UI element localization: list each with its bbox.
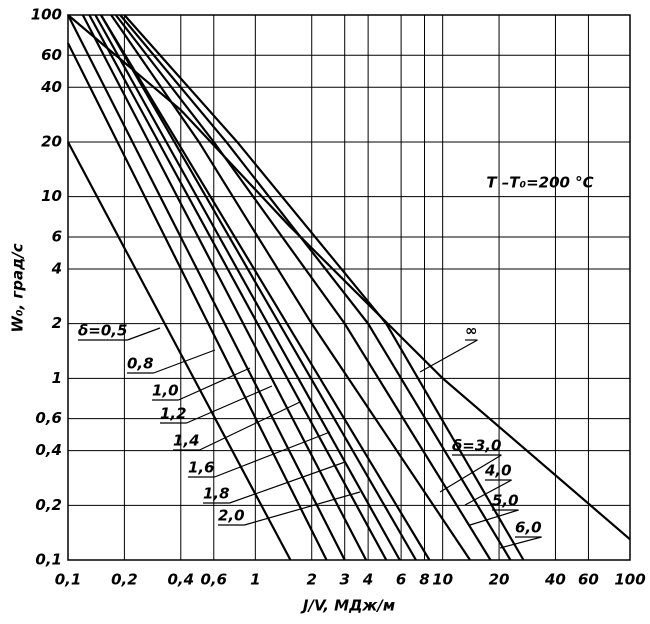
x-tick-label: 0,2	[111, 571, 138, 589]
label-leader	[214, 431, 331, 478]
series-label: δ=0,5	[78, 322, 127, 340]
x-tick-label: 6	[396, 571, 406, 589]
curve	[81, 14, 368, 561]
label-leader	[153, 349, 216, 374]
y-tick-label: 100	[31, 6, 62, 24]
curve	[67, 42, 328, 561]
x-tick-label: 3	[339, 571, 349, 589]
label-leader	[178, 367, 251, 401]
x-tick-label: 2	[307, 571, 317, 589]
y-tick-label: 60	[41, 46, 62, 64]
label-leader	[244, 491, 361, 526]
curve	[94, 14, 401, 561]
y-tick-label: 4	[51, 259, 62, 277]
curve	[67, 14, 631, 541]
x-tick-label: 0,6	[200, 571, 227, 589]
series-label: 0,8	[127, 355, 154, 373]
series-label: 6,0	[515, 519, 542, 537]
curve	[67, 141, 292, 561]
curve	[123, 14, 525, 561]
curve	[67, 14, 346, 561]
label-leader	[229, 461, 346, 504]
label-leader	[499, 536, 542, 549]
y-tick-label: 10	[41, 187, 62, 205]
curve	[114, 14, 492, 561]
y-tick-label: 2	[52, 314, 62, 332]
y-tick-label: 6	[52, 227, 62, 245]
x-tick-label: 100	[614, 571, 645, 589]
curve	[100, 14, 417, 561]
annotation: T –T₀=200 °C	[486, 174, 593, 192]
x-axis-label: J/V, МДж/м	[300, 597, 395, 615]
y-tick-label: 0,1	[35, 551, 62, 569]
series-label: 1,0	[152, 382, 179, 400]
series-label: 1,6	[188, 459, 215, 477]
plot-frame	[67, 14, 631, 561]
series-label: 2,0	[218, 507, 245, 525]
series-label: δ=3,0	[452, 437, 501, 455]
x-tick-label: 10	[432, 571, 453, 589]
label-leader	[464, 479, 512, 506]
curve	[88, 14, 388, 561]
x-tick-label: 1	[250, 571, 260, 589]
label-leader	[199, 401, 301, 451]
x-tick-label: 0,4	[167, 571, 194, 589]
x-tick-label: 20	[489, 571, 510, 589]
series-label: 5,0	[492, 492, 519, 510]
x-tick-label: 0,1	[55, 571, 82, 589]
x-tick-label: 60	[578, 571, 599, 589]
x-tick-label: 40	[544, 571, 566, 589]
y-tick-label: 0,6	[35, 409, 62, 427]
y-tick-label: 0,4	[35, 441, 62, 459]
series-label: ∞	[465, 322, 478, 340]
series-label: 1,4	[173, 432, 200, 450]
x-tick-label: 8	[419, 571, 429, 589]
label-leader	[439, 454, 502, 493]
y-tick-label: 1	[52, 369, 62, 387]
label-leader	[186, 385, 273, 424]
label-leader	[419, 339, 478, 373]
series-label: 1,8	[203, 485, 230, 503]
y-tick-label: 0,2	[35, 496, 62, 514]
x-tick-label: 4	[362, 571, 373, 589]
curve	[110, 14, 471, 561]
label-leader	[127, 327, 161, 341]
curve	[100, 14, 431, 561]
series-label: 1,2	[160, 405, 187, 423]
label-leader	[469, 509, 519, 526]
y-axis-label: W₀, град/с	[9, 243, 27, 332]
y-tick-label: 40	[40, 78, 62, 96]
series-label: 4,0	[484, 462, 512, 480]
y-tick-label: 20	[41, 132, 62, 150]
